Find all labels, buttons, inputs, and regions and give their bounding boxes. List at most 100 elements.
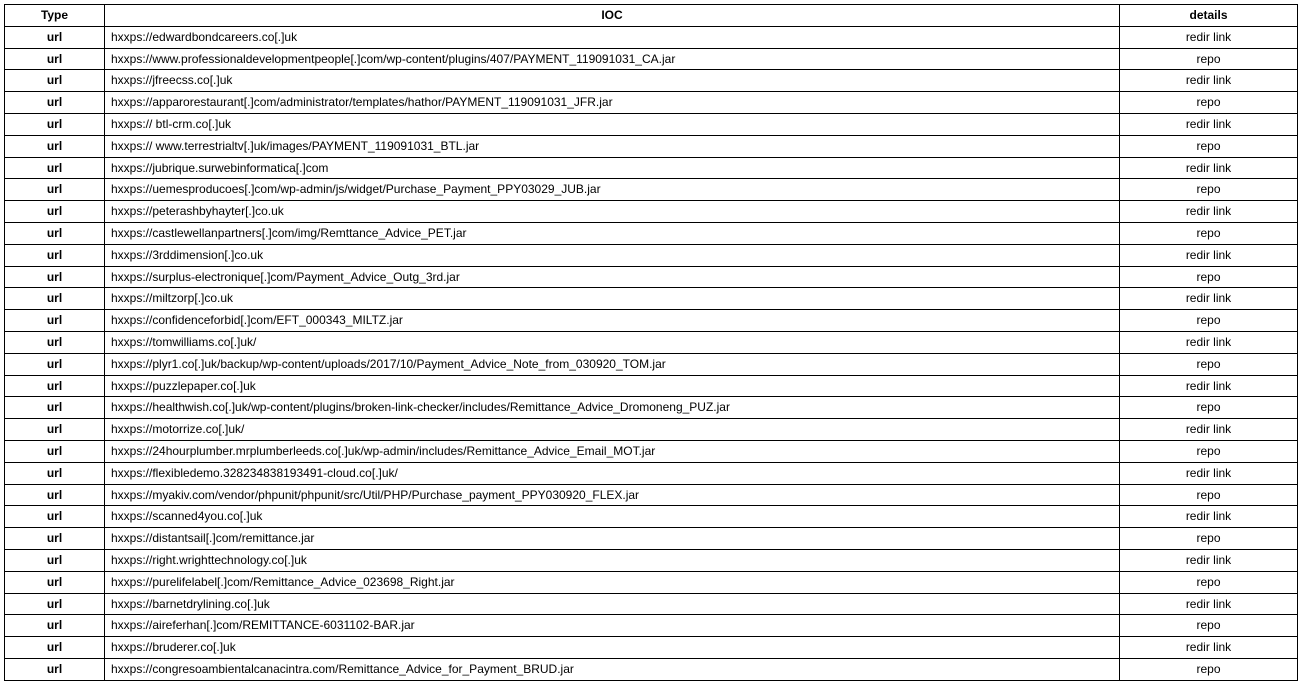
table-row: urlhxxps:// www.terrestrialtv[.]uk/image…	[5, 135, 1298, 157]
cell-type: url	[5, 222, 105, 244]
cell-details: redir link	[1120, 201, 1298, 223]
cell-type: url	[5, 288, 105, 310]
table-row: urlhxxps://24hourplumber.mrplumberleeds.…	[5, 440, 1298, 462]
table-row: urlhxxps://edwardbondcareers.co[.]ukredi…	[5, 26, 1298, 48]
cell-ioc: hxxps://www.professionaldevelopmentpeopl…	[105, 48, 1120, 70]
cell-type: url	[5, 70, 105, 92]
cell-ioc: hxxps://3rddimension[.]co.uk	[105, 244, 1120, 266]
table-row: urlhxxps://flexibledemo.328234838193491-…	[5, 462, 1298, 484]
cell-ioc: hxxps://24hourplumber.mrplumberleeds.co[…	[105, 440, 1120, 462]
table-row: urlhxxps://miltzorp[.]co.ukredir link	[5, 288, 1298, 310]
cell-ioc: hxxps://flexibledemo.328234838193491-clo…	[105, 462, 1120, 484]
table-row: urlhxxps://barnetdrylining.co[.]ukredir …	[5, 593, 1298, 615]
cell-details: redir link	[1120, 375, 1298, 397]
cell-ioc: hxxps://uemesproducoes[.]com/wp-admin/js…	[105, 179, 1120, 201]
table-row: urlhxxps://uemesproducoes[.]com/wp-admin…	[5, 179, 1298, 201]
cell-type: url	[5, 571, 105, 593]
cell-details: repo	[1120, 92, 1298, 114]
cell-type: url	[5, 484, 105, 506]
table-row: urlhxxps://jubrique.surwebinformatica[.]…	[5, 157, 1298, 179]
cell-details: redir link	[1120, 157, 1298, 179]
table-row: urlhxxps://right.wrighttechnology.co[.]u…	[5, 549, 1298, 571]
table-row: urlhxxps://healthwish.co[.]uk/wp-content…	[5, 397, 1298, 419]
table-row: urlhxxps://surplus-electronique[.]com/Pa…	[5, 266, 1298, 288]
cell-details: redir link	[1120, 288, 1298, 310]
cell-ioc: hxxps://myakiv.com/vendor/phpunit/phpuni…	[105, 484, 1120, 506]
cell-type: url	[5, 157, 105, 179]
cell-ioc: hxxps://castlewellanpartners[.]com/img/R…	[105, 222, 1120, 244]
cell-ioc: hxxps://jubrique.surwebinformatica[.]com	[105, 157, 1120, 179]
header-type: Type	[5, 5, 105, 27]
cell-details: repo	[1120, 222, 1298, 244]
cell-ioc: hxxps://apparorestaurant[.]com/administr…	[105, 92, 1120, 114]
table-row: urlhxxps://castlewellanpartners[.]com/im…	[5, 222, 1298, 244]
cell-type: url	[5, 201, 105, 223]
table-header: Type IOC details	[5, 5, 1298, 27]
cell-type: url	[5, 244, 105, 266]
cell-ioc: hxxps:// btl-crm.co[.]uk	[105, 113, 1120, 135]
table-row: urlhxxps:// btl-crm.co[.]ukredir link	[5, 113, 1298, 135]
cell-ioc: hxxps://peterashbyhayter[.]co.uk	[105, 201, 1120, 223]
cell-details: redir link	[1120, 637, 1298, 659]
table-row: urlhxxps://tomwilliams.co[.]uk/redir lin…	[5, 331, 1298, 353]
cell-type: url	[5, 528, 105, 550]
cell-type: url	[5, 440, 105, 462]
table-body: urlhxxps://edwardbondcareers.co[.]ukredi…	[5, 26, 1298, 680]
cell-ioc: hxxps://congresoambientalcanacintra.com/…	[105, 658, 1120, 680]
cell-details: redir link	[1120, 244, 1298, 266]
cell-type: url	[5, 48, 105, 70]
table-row: urlhxxps://www.professionaldevelopmentpe…	[5, 48, 1298, 70]
cell-ioc: hxxps://jfreecss.co[.]uk	[105, 70, 1120, 92]
cell-ioc: hxxps://miltzorp[.]co.uk	[105, 288, 1120, 310]
cell-type: url	[5, 615, 105, 637]
cell-type: url	[5, 593, 105, 615]
cell-ioc: hxxps://purelifelabel[.]com/Remittance_A…	[105, 571, 1120, 593]
header-details: details	[1120, 5, 1298, 27]
cell-ioc: hxxps://right.wrighttechnology.co[.]uk	[105, 549, 1120, 571]
cell-ioc: hxxps://bruderer.co[.]uk	[105, 637, 1120, 659]
table-row: urlhxxps://myakiv.com/vendor/phpunit/php…	[5, 484, 1298, 506]
table-row: urlhxxps://confidenceforbid[.]com/EFT_00…	[5, 310, 1298, 332]
cell-ioc: hxxps://aireferhan[.]com/REMITTANCE-6031…	[105, 615, 1120, 637]
cell-ioc: hxxps://healthwish.co[.]uk/wp-content/pl…	[105, 397, 1120, 419]
cell-details: repo	[1120, 266, 1298, 288]
cell-ioc: hxxps://barnetdrylining.co[.]uk	[105, 593, 1120, 615]
cell-ioc: hxxps://motorrize.co[.]uk/	[105, 419, 1120, 441]
table-row: urlhxxps://congresoambientalcanacintra.c…	[5, 658, 1298, 680]
cell-details: repo	[1120, 179, 1298, 201]
ioc-table: Type IOC details urlhxxps://edwardbondca…	[4, 4, 1298, 681]
table-row: urlhxxps://peterashbyhayter[.]co.ukredir…	[5, 201, 1298, 223]
cell-details: repo	[1120, 615, 1298, 637]
cell-details: repo	[1120, 528, 1298, 550]
cell-details: repo	[1120, 310, 1298, 332]
cell-type: url	[5, 397, 105, 419]
cell-ioc: hxxps://scanned4you.co[.]uk	[105, 506, 1120, 528]
table-row: urlhxxps://scanned4you.co[.]ukredir link	[5, 506, 1298, 528]
table-row: urlhxxps://aireferhan[.]com/REMITTANCE-6…	[5, 615, 1298, 637]
cell-details: redir link	[1120, 506, 1298, 528]
cell-details: repo	[1120, 353, 1298, 375]
cell-ioc: hxxps://tomwilliams.co[.]uk/	[105, 331, 1120, 353]
cell-details: repo	[1120, 571, 1298, 593]
cell-ioc: hxxps://surplus-electronique[.]com/Payme…	[105, 266, 1120, 288]
cell-details: redir link	[1120, 331, 1298, 353]
cell-type: url	[5, 135, 105, 157]
table-row: urlhxxps://distantsail[.]com/remittance.…	[5, 528, 1298, 550]
cell-details: repo	[1120, 397, 1298, 419]
cell-details: redir link	[1120, 462, 1298, 484]
cell-details: redir link	[1120, 26, 1298, 48]
table-row: urlhxxps://puzzlepaper.co[.]ukredir link	[5, 375, 1298, 397]
cell-details: repo	[1120, 484, 1298, 506]
cell-details: repo	[1120, 135, 1298, 157]
cell-type: url	[5, 331, 105, 353]
cell-type: url	[5, 637, 105, 659]
table-row: urlhxxps://jfreecss.co[.]ukredir link	[5, 70, 1298, 92]
cell-details: redir link	[1120, 549, 1298, 571]
cell-details: repo	[1120, 48, 1298, 70]
table-row: urlhxxps://motorrize.co[.]uk/redir link	[5, 419, 1298, 441]
cell-details: redir link	[1120, 70, 1298, 92]
cell-type: url	[5, 462, 105, 484]
table-row: urlhxxps://purelifelabel[.]com/Remittanc…	[5, 571, 1298, 593]
cell-type: url	[5, 92, 105, 114]
cell-type: url	[5, 179, 105, 201]
